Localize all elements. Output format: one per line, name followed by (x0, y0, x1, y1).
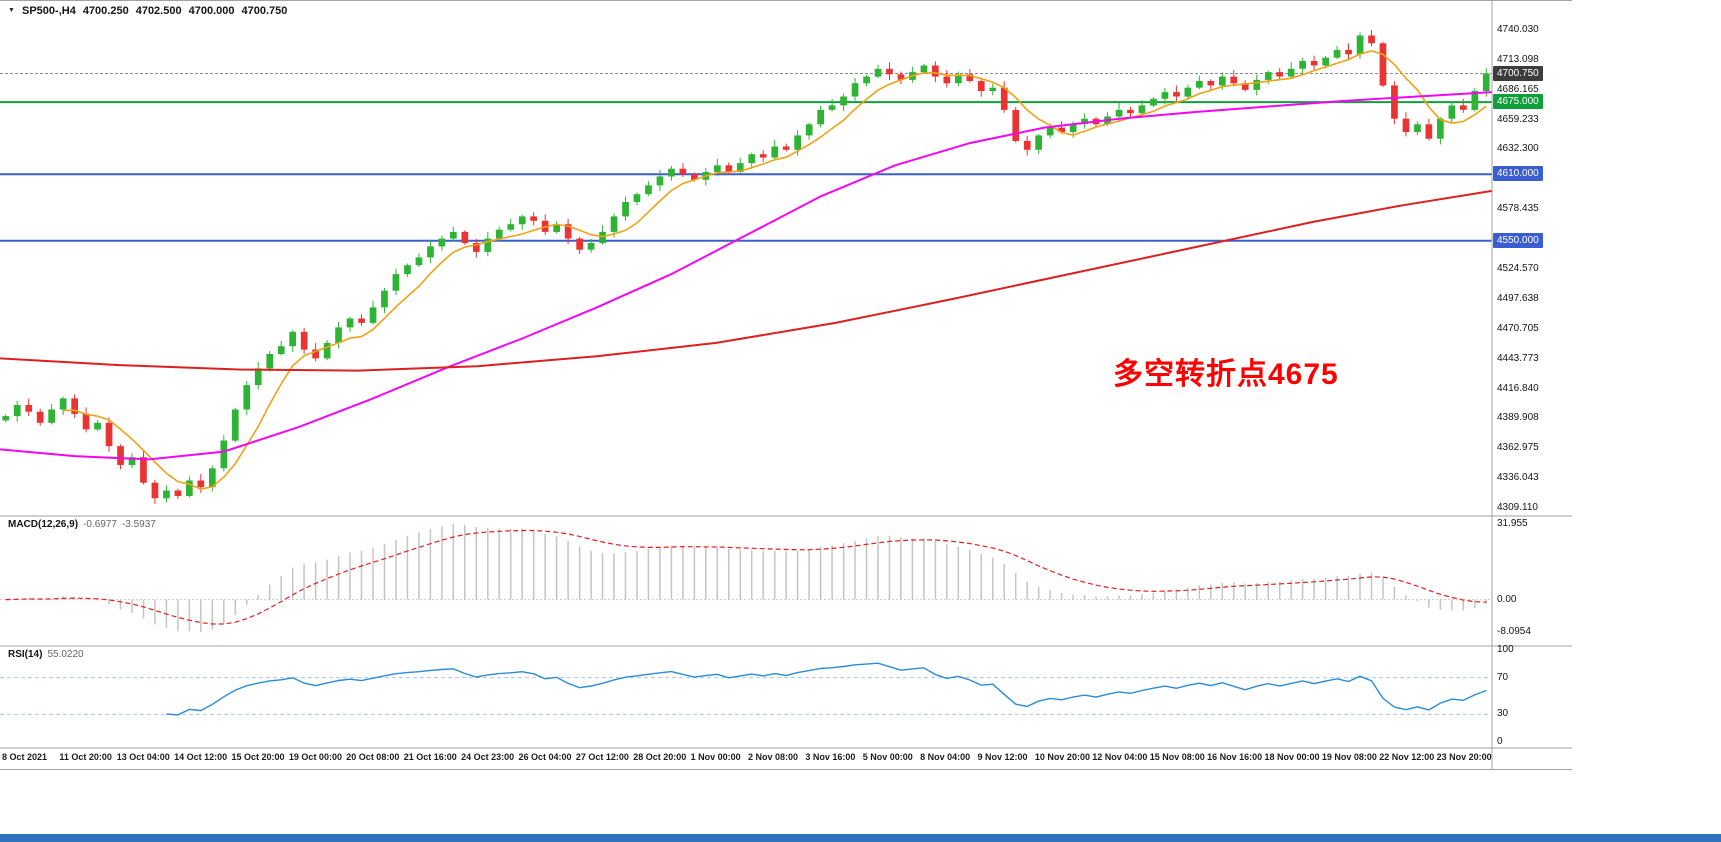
time-axis-label: 23 Nov 20:00 (1436, 752, 1492, 762)
level-price-badge: 4610.000 (1493, 166, 1543, 182)
time-axis-label: 10 Nov 20:00 (1034, 752, 1090, 762)
rsi-axis-label: 100 (1497, 644, 1514, 655)
time-axis-label: 22 Nov 12:00 (1379, 752, 1435, 762)
time-axis-label: 13 Oct 04:00 (116, 752, 170, 762)
macd-axis-label: -8.0954 (1497, 626, 1531, 637)
macd-name: MACD(12,26,9) (8, 519, 79, 530)
chart-region[interactable]: ▼ SP500-,H4 4700.250 4702.500 4700.000 4700.… (0, 0, 1572, 770)
price-axis-label: 4470.705 (1497, 322, 1539, 334)
ohlc-open: 4700.250 (82, 5, 129, 17)
ohlc-high: 4702.500 (135, 5, 182, 17)
chevron-down-icon[interactable]: ▼ (8, 7, 15, 14)
level-price-badge: 4550.000 (1493, 232, 1543, 248)
bottom-taskbar (0, 834, 1721, 842)
annotation-text[interactable]: 多空转折点4675 (1113, 358, 1339, 391)
time-axis-label: 24 Oct 23:00 (461, 752, 515, 762)
price-axis-label: 4416.840 (1497, 382, 1539, 394)
price-axis-label: 4497.638 (1497, 292, 1539, 304)
chart-canvas[interactable] (0, 0, 1572, 770)
macd-axis-label: 31.955 (1497, 518, 1528, 529)
symbol-timeframe: SP500-,H4 (22, 5, 76, 17)
time-axis-label: 11 Oct 20:00 (59, 752, 112, 762)
time-axis-label: 8 Nov 04:00 (920, 752, 971, 762)
time-axis-label: 16 Nov 16:00 (1207, 752, 1263, 762)
price-axis-label: 4632.300 (1497, 143, 1539, 155)
price-axis-label: 4659.233 (1497, 113, 1539, 125)
rsi-name: RSI(14) (8, 649, 43, 660)
time-axis-label: 19 Nov 08:00 (1321, 752, 1377, 762)
time-axis-label: 12 Nov 04:00 (1092, 752, 1148, 762)
time-axis-label: 3 Nov 16:00 (805, 752, 856, 762)
current-price-badge: 4700.750 (1493, 65, 1543, 81)
time-axis-label: 28 Oct 20:00 (633, 752, 687, 762)
price-axis-label: 4336.043 (1497, 472, 1539, 484)
time-axis-label: 21 Oct 16:00 (403, 752, 457, 762)
time-axis-label: 14 Oct 12:00 (174, 752, 228, 762)
price-axis-label: 4443.773 (1497, 352, 1539, 364)
rsi-value: 55.0220 (47, 649, 84, 660)
price-axis-label: 4524.570 (1497, 263, 1539, 275)
price-axis-label: 4362.975 (1497, 442, 1539, 454)
time-axis-label: 8 Oct 2021 (2, 752, 48, 762)
price-axis-label: 4740.030 (1497, 23, 1539, 35)
ohlc-low: 4700.000 (188, 5, 235, 17)
macd-axis-label: 0.00 (1497, 593, 1517, 605)
chart-header: SP500-,H4 4700.250 4702.500 4700.000 4700.75… (22, 5, 294, 17)
time-axis-label: 15 Oct 20:00 (231, 752, 285, 762)
rsi-axis-label: 70 (1497, 671, 1509, 683)
price-axis-label: 4389.908 (1497, 412, 1539, 424)
price-axis-label: 4309.110 (1497, 502, 1538, 514)
rsi-label: RSI(14) 55.0220 (8, 649, 84, 660)
macd-value-signal: -3.5937 (121, 519, 156, 530)
macd-value-main: -0.6977 (83, 519, 117, 530)
time-axis-label: 19 Oct 00:00 (288, 752, 342, 762)
time-axis-label: 15 Nov 08:00 (1149, 752, 1205, 762)
ohlc-close: 4700.750 (241, 5, 288, 17)
price-axis-label: 4686.165 (1497, 83, 1539, 95)
macd-label: MACD(12,26,9) -0.6977 -3.5937 (8, 519, 156, 530)
rsi-axis-label: 0 (1497, 736, 1503, 747)
price-axis-label: 4713.098 (1497, 53, 1539, 65)
time-axis-label: 18 Nov 00:00 (1264, 752, 1320, 762)
rsi-axis-label: 30 (1497, 708, 1509, 720)
time-axis-label: 26 Oct 04:00 (518, 752, 572, 762)
time-axis-label: 20 Oct 08:00 (346, 752, 400, 762)
time-axis-label: 2 Nov 08:00 (748, 752, 799, 762)
level-price-badge: 4675.000 (1493, 94, 1543, 110)
time-axis-label: 1 Nov 00:00 (690, 752, 741, 762)
time-axis-label: 9 Nov 12:00 (977, 752, 1028, 762)
time-axis-label: 5 Nov 00:00 (862, 752, 913, 762)
time-axis-label: 27 Oct 12:00 (575, 752, 629, 762)
price-axis-label: 4578.435 (1497, 203, 1539, 215)
